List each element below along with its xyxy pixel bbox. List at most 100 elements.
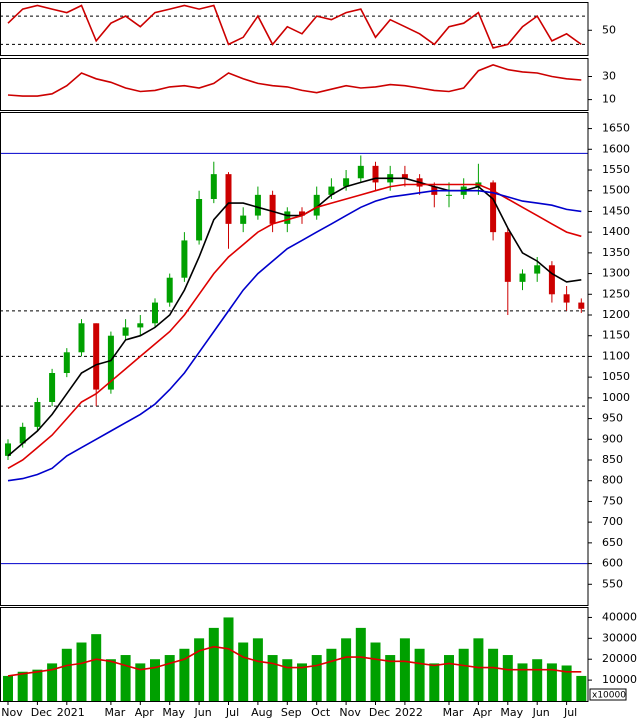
candle-body xyxy=(78,323,85,353)
y-tick-label: 10000 xyxy=(602,673,637,686)
volume-bar xyxy=(385,655,396,701)
y-tick-label: 50 xyxy=(602,23,616,36)
x-tick-label: Apr xyxy=(473,706,493,719)
volume-bar xyxy=(517,663,528,701)
volume-bar xyxy=(297,663,307,701)
candle-body xyxy=(578,302,585,309)
candle-body xyxy=(63,352,70,373)
volume-bar xyxy=(150,659,160,701)
volume-bar xyxy=(105,659,116,701)
y-tick-label: 1550 xyxy=(602,163,630,176)
candle-body xyxy=(19,426,26,444)
volume-bar xyxy=(32,669,43,701)
y-tick-label: 1400 xyxy=(602,225,630,238)
series-line xyxy=(7,183,582,469)
series-line xyxy=(7,177,582,457)
x-tick-label: Mar xyxy=(105,706,126,719)
y-tick-label: 1500 xyxy=(602,184,630,197)
y-tick-label: 30 xyxy=(602,69,616,82)
volume-bar xyxy=(311,655,322,701)
candle-body xyxy=(93,323,100,390)
volume-bar xyxy=(576,675,587,701)
y-tick-label: 1150 xyxy=(602,329,630,342)
panel xyxy=(3,617,587,701)
volume-bar xyxy=(17,671,28,701)
panel-frame xyxy=(0,58,589,111)
unit-box xyxy=(589,688,627,701)
y-tick-label: 1200 xyxy=(602,308,630,321)
x-tick-label: 2021 xyxy=(57,706,85,719)
x-tick-label: Jun xyxy=(194,706,212,719)
y-tick-label: 850 xyxy=(602,453,623,466)
volume-bar xyxy=(252,638,263,701)
x-tick-label: Jul xyxy=(563,706,577,719)
candle-body xyxy=(490,182,497,233)
volume-bar xyxy=(326,648,337,701)
x-tick-label: Nov xyxy=(339,706,361,719)
y-tick-label: 1600 xyxy=(602,142,630,155)
candle-body xyxy=(313,194,320,216)
volume-bar xyxy=(561,665,572,701)
y-tick-label: 10 xyxy=(602,93,616,106)
y-tick-label: 1000 xyxy=(602,391,630,404)
x-tick-label: Aug xyxy=(251,706,272,719)
candle-body xyxy=(284,211,291,224)
candle-body xyxy=(328,186,335,195)
candle-body xyxy=(534,265,541,274)
candle-body xyxy=(269,194,276,224)
x-tick-label: Mar xyxy=(443,706,464,719)
candle-body xyxy=(357,165,364,179)
y-tick-label: 1250 xyxy=(602,287,630,300)
volume-bar xyxy=(532,659,543,701)
y-tick-label: 30000 xyxy=(602,631,637,644)
y-tick-label: 1350 xyxy=(602,246,630,259)
panel-frame xyxy=(0,2,589,56)
candle-body xyxy=(122,327,129,336)
series-line xyxy=(7,64,582,97)
x-tick-label: Dec xyxy=(31,706,52,719)
candle-body xyxy=(343,178,350,187)
volume-bar xyxy=(546,663,557,701)
volume-bar xyxy=(208,627,219,701)
volume-bar xyxy=(414,648,425,701)
volume-bar xyxy=(282,659,293,701)
volume-bar xyxy=(341,638,352,701)
candle-body xyxy=(152,302,158,324)
volume-bar xyxy=(502,655,513,701)
candle-body xyxy=(107,335,114,390)
candle-body xyxy=(519,273,526,282)
y-tick-label: 600 xyxy=(602,557,623,570)
y-tick-label: 1300 xyxy=(602,267,630,280)
volume-bar xyxy=(267,655,278,701)
y-tick-label: 1650 xyxy=(602,122,630,135)
volume-bar xyxy=(3,675,13,701)
x-tick-label: 2022 xyxy=(395,706,423,719)
candle-body xyxy=(166,277,173,303)
candle-body xyxy=(372,165,379,183)
y-tick-label: 1450 xyxy=(602,204,630,217)
y-tick-label: 900 xyxy=(602,432,623,445)
volume-bar xyxy=(135,663,146,701)
x-tick-label: Dec xyxy=(369,706,390,719)
panel xyxy=(0,4,588,49)
x-tick-label: Oct xyxy=(311,706,331,719)
volume-bar xyxy=(179,648,190,701)
candle-body xyxy=(34,402,41,427)
candle-body xyxy=(254,194,261,216)
x-tick-label: Nov xyxy=(1,706,23,719)
y-tick-label: 650 xyxy=(602,536,623,549)
candle-body xyxy=(563,294,570,303)
volume-bar xyxy=(47,663,58,701)
volume-bar xyxy=(458,648,469,701)
candle-body xyxy=(210,174,217,199)
panel-frame xyxy=(0,112,589,606)
candle-body xyxy=(137,323,144,328)
volume-bar xyxy=(488,648,499,701)
candle-body xyxy=(401,174,408,179)
series-line xyxy=(7,4,582,49)
volume-bar xyxy=(91,634,102,701)
y-tick-label: 1050 xyxy=(602,370,630,383)
candle-body xyxy=(446,194,452,196)
volume-bar xyxy=(164,655,175,701)
